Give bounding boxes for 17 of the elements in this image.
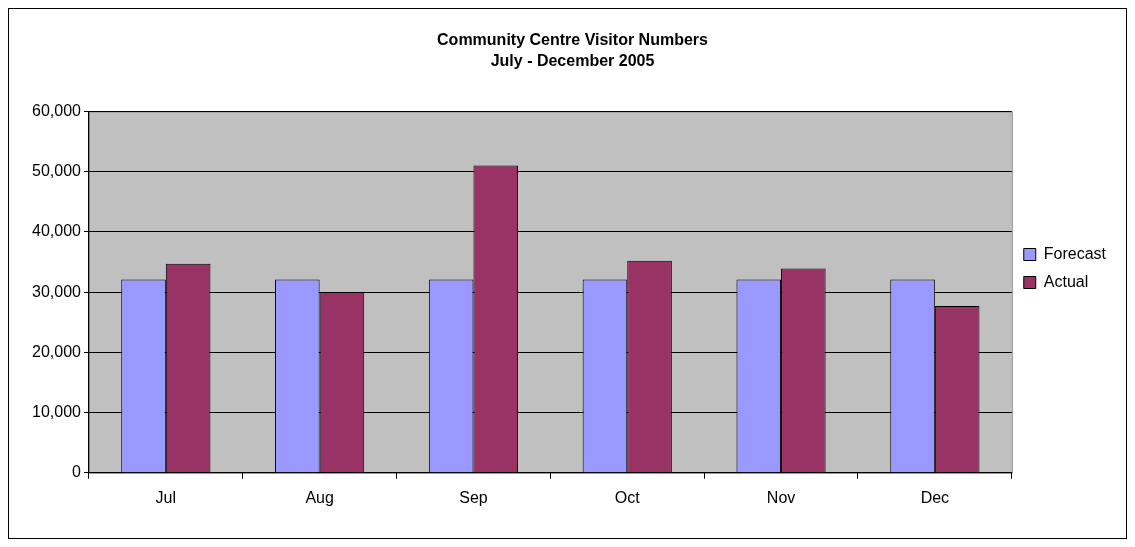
x-tick-label: Dec [920, 488, 950, 506]
x-tick-label: Aug [305, 488, 334, 506]
y-tick-label: 40,000 [32, 222, 82, 240]
y-tick-label: 30,000 [32, 282, 82, 300]
chart-title: Community Centre Visitor Numbers [437, 31, 709, 49]
chart-subtitle: July - December 2005 [490, 52, 655, 70]
x-tick-label: Oct [614, 488, 641, 506]
y-tick-label: 10,000 [32, 402, 82, 420]
y-tick-label: 20,000 [32, 342, 82, 360]
x-tick-label: Sep [459, 488, 488, 506]
legend-label: Actual [1043, 272, 1089, 290]
y-tick-label: 60,000 [32, 101, 82, 119]
y-tick-label: 50,000 [32, 162, 82, 180]
x-tick-label: Nov [766, 488, 796, 506]
x-tick-label: Jul [155, 488, 177, 506]
y-tick-label: 0 [72, 463, 82, 481]
legend-label: Forecast [1043, 244, 1107, 262]
